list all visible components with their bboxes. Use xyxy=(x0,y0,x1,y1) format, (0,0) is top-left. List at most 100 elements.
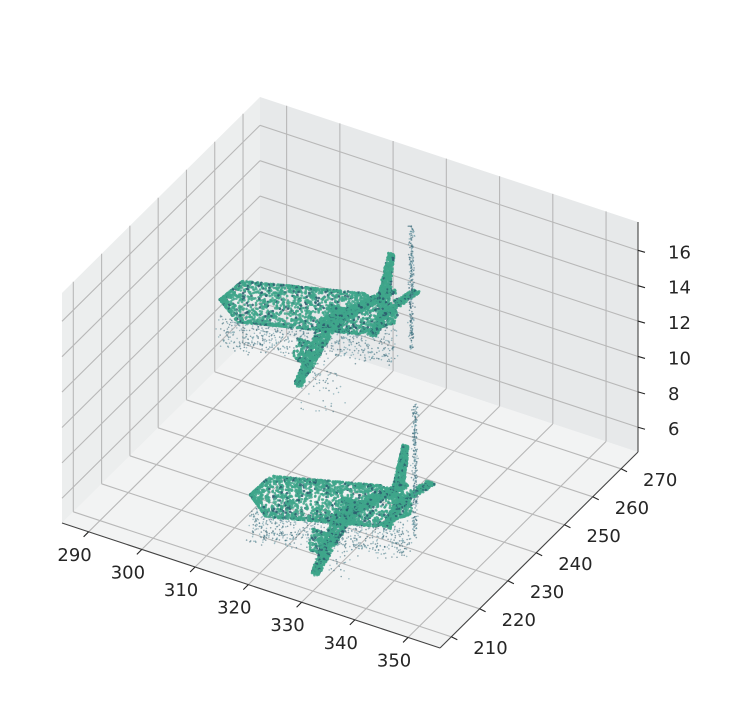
data-point xyxy=(330,372,332,374)
data-point xyxy=(341,316,345,320)
data-point xyxy=(307,332,310,335)
data-point xyxy=(247,280,250,284)
data-point xyxy=(246,321,249,324)
data-point xyxy=(269,346,271,349)
data-point xyxy=(263,330,266,333)
data-point xyxy=(359,345,362,348)
data-point xyxy=(280,338,283,340)
data-point xyxy=(315,319,319,323)
data-point xyxy=(239,345,241,347)
data-point xyxy=(254,286,257,289)
data-point xyxy=(232,331,235,333)
data-point xyxy=(336,303,339,306)
data-point xyxy=(266,309,270,313)
data-point xyxy=(272,332,275,335)
data-point xyxy=(257,284,261,288)
data-point xyxy=(352,318,356,322)
data-point xyxy=(251,347,254,349)
data-point xyxy=(373,302,377,305)
data-point xyxy=(312,385,315,388)
grid-line-x-floor xyxy=(141,353,341,550)
data-point xyxy=(232,314,235,317)
data-point xyxy=(330,347,333,350)
data-point xyxy=(248,303,252,307)
data-point xyxy=(291,331,294,333)
data-point xyxy=(386,360,389,363)
data-point xyxy=(295,330,298,333)
data-point xyxy=(220,328,222,330)
data-point xyxy=(225,321,228,323)
data-point xyxy=(243,282,247,285)
data-point xyxy=(254,291,258,294)
data-point xyxy=(368,297,372,300)
data-point xyxy=(263,319,266,323)
grid-line-z-left xyxy=(61,124,261,322)
data-point xyxy=(356,299,360,303)
grid-line-z-right xyxy=(259,160,639,287)
data-point xyxy=(229,318,231,321)
data-point xyxy=(239,293,242,296)
data-point xyxy=(380,340,383,343)
data-point xyxy=(232,297,236,301)
data-point xyxy=(258,316,261,319)
data-point xyxy=(380,338,383,341)
data-point xyxy=(282,352,285,354)
data-point xyxy=(275,315,278,319)
data-point xyxy=(413,234,416,237)
data-point xyxy=(273,348,275,350)
data-point xyxy=(339,332,341,335)
data-point xyxy=(252,343,255,346)
data-point xyxy=(241,341,244,344)
data-point xyxy=(260,343,262,346)
data-point xyxy=(270,294,274,297)
data-point xyxy=(312,295,315,299)
data-point xyxy=(275,296,279,300)
data-point xyxy=(251,341,253,344)
data-point xyxy=(377,347,379,349)
data-point xyxy=(360,323,363,326)
data-point xyxy=(246,304,250,307)
data-point xyxy=(350,354,353,357)
data-point xyxy=(287,352,290,355)
data-point xyxy=(348,344,350,346)
data-point xyxy=(243,329,246,332)
data-point xyxy=(312,371,314,373)
data-point xyxy=(378,350,381,352)
data-point xyxy=(388,333,390,336)
data-point xyxy=(244,336,247,339)
data-point xyxy=(329,373,331,376)
data-point xyxy=(240,280,243,284)
data-point xyxy=(240,286,243,289)
data-point xyxy=(390,264,394,267)
data-point xyxy=(285,316,289,320)
data-point xyxy=(264,351,267,354)
data-point xyxy=(265,339,268,342)
data-point xyxy=(329,309,332,313)
data-point xyxy=(241,292,245,295)
airplane-point-cloud xyxy=(215,225,421,413)
data-point xyxy=(328,324,332,328)
data-point xyxy=(363,348,366,350)
data-point xyxy=(283,298,286,302)
data-point xyxy=(323,364,325,366)
data-point xyxy=(331,331,334,335)
data-point xyxy=(227,338,230,341)
data-point xyxy=(251,281,254,284)
data-point xyxy=(392,328,395,330)
data-point xyxy=(263,342,266,344)
data-point xyxy=(260,330,262,332)
data-point xyxy=(308,393,310,395)
data-point xyxy=(371,309,375,313)
data-point xyxy=(243,327,246,330)
data-point xyxy=(293,334,296,337)
data-point xyxy=(297,290,300,294)
data-point xyxy=(286,321,288,324)
data-point xyxy=(253,315,256,319)
data-point xyxy=(252,336,254,339)
data-point xyxy=(296,306,300,309)
data-point xyxy=(391,314,394,318)
data-point xyxy=(342,322,345,326)
data-point xyxy=(261,316,264,319)
data-point xyxy=(251,325,254,327)
